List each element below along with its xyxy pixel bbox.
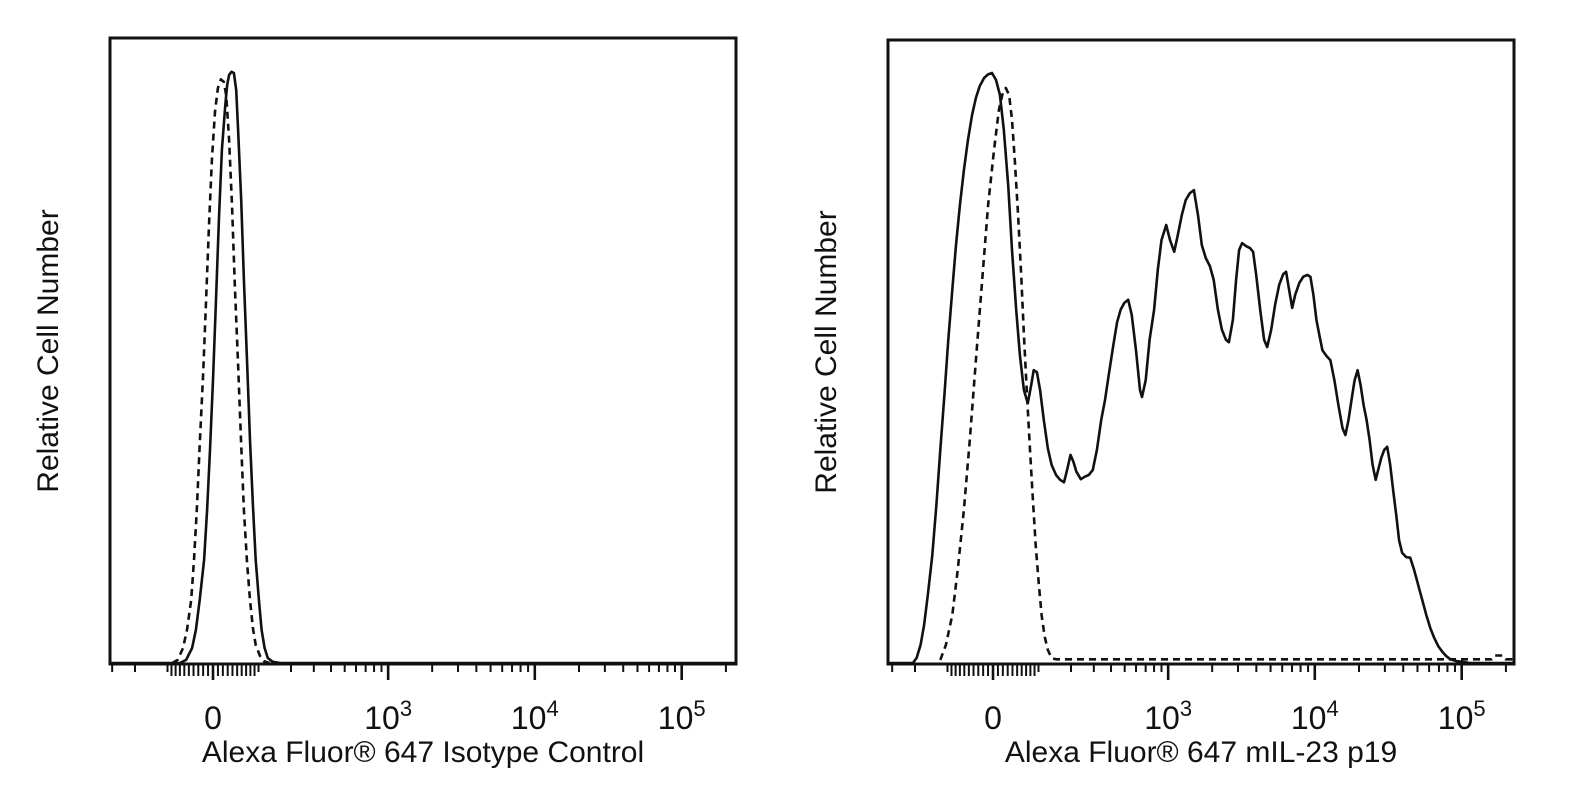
x-axis-tick-label: 105: [1438, 696, 1486, 736]
x-axis-tick-label: 0: [984, 700, 1002, 736]
x-axis-tick-label: 105: [658, 696, 706, 736]
histogram-panel-right: 0 103 104 105 Alexa Fluor® 647 mIL-23 p19 Rel…: [810, 38, 1516, 769]
solid-histogram-curve: [110, 70, 736, 665]
y-axis-title: Relative Cell Number: [810, 210, 843, 493]
x-axis-tick-label: 0: [204, 700, 222, 736]
x-axis-tick-label: 104: [1291, 696, 1339, 736]
x-axis-title: Alexa Fluor® 647 Isotype Control: [202, 736, 644, 769]
histogram-panel-left: 0 103 104 105 Alexa Fluor® 647 Isotype Contr…: [32, 36, 738, 769]
plot-box: [886, 38, 1516, 666]
x-axis-tick-label: 103: [1144, 696, 1192, 736]
dashed-histogram-curve: [939, 86, 1515, 661]
x-axis-tick-label: 103: [364, 696, 412, 736]
y-axis-title: Relative Cell Number: [32, 209, 65, 492]
solid-histogram-curve: [888, 71, 1515, 665]
x-axis-tick-label: 104: [511, 696, 559, 736]
x-axis-title: Alexa Fluor® 647 mIL-23 p19: [1005, 736, 1397, 769]
dashed-histogram-curve: [171, 78, 271, 665]
